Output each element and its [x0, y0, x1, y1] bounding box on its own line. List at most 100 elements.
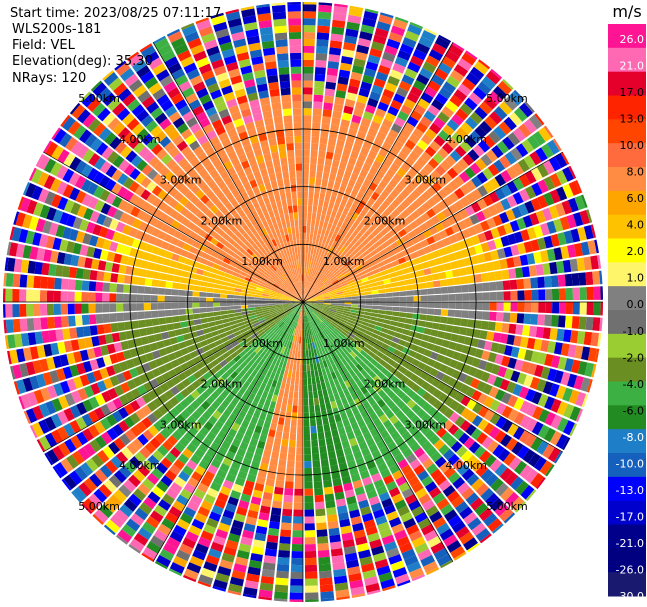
velocity-gate: [306, 274, 309, 282]
velocity-gate: [308, 305, 315, 311]
velocity-gate: [252, 322, 260, 328]
velocity-gate: [4, 335, 9, 349]
velocity-gate: [158, 364, 168, 375]
velocity-gate: [296, 433, 303, 441]
velocity-gate: [289, 285, 295, 292]
velocity-gate: [542, 263, 551, 275]
velocity-gate: [105, 178, 117, 192]
velocity-gate: [376, 195, 386, 205]
velocity-gate: [53, 128, 67, 144]
velocity-gate: [416, 397, 427, 408]
velocity-gate: [19, 363, 29, 378]
velocity-gate: [275, 299, 283, 301]
velocity-gate: [330, 33, 344, 42]
velocity-gate: [196, 178, 207, 189]
velocity-gate: [138, 268, 148, 278]
velocity-gate: [381, 240, 390, 249]
velocity-gate: [362, 111, 374, 121]
velocity-gate: [359, 184, 368, 194]
velocity-gate: [436, 176, 448, 188]
velocity-gate: [220, 224, 230, 233]
velocity-gate: [361, 238, 370, 246]
velocity-gate: [164, 250, 174, 260]
velocity-gate: [331, 348, 337, 356]
velocity-gate: [169, 260, 178, 268]
velocity-gate: [43, 174, 56, 190]
velocity-gate: [62, 265, 71, 278]
velocity-gate: [226, 294, 235, 299]
velocity-gate: [157, 310, 166, 318]
velocity-gate: [254, 447, 264, 456]
velocity-gate: [262, 307, 270, 311]
velocity-gate: [233, 295, 241, 299]
velocity-gate: [116, 107, 131, 121]
velocity-gate: [381, 209, 391, 219]
velocity-gate: [378, 236, 387, 245]
velocity-gate: [43, 140, 53, 154]
velocity-gate: [206, 487, 219, 499]
velocity-gate: [247, 407, 256, 416]
velocity-gate: [533, 338, 543, 351]
velocity-gate: [555, 186, 568, 201]
velocity-gate: [271, 246, 278, 255]
velocity-gate: [258, 280, 266, 286]
velocity-gate: [183, 482, 196, 494]
velocity-gate: [250, 265, 258, 272]
velocity-gate: [293, 283, 298, 290]
velocity-gate: [469, 213, 480, 225]
velocity-gate: [320, 591, 335, 600]
velocity-gate: [276, 570, 289, 579]
velocity-gate: [133, 532, 149, 546]
velocity-gate: [160, 99, 174, 112]
velocity-gate: [288, 311, 294, 318]
velocity-gate: [365, 104, 377, 115]
velocity-gate: [377, 64, 391, 76]
velocity-gate: [453, 89, 468, 102]
velocity-gate: [370, 316, 378, 322]
velocity-gate: [333, 568, 347, 578]
velocity-gate: [380, 58, 394, 69]
velocity-gate: [426, 186, 437, 197]
velocity-gate: [396, 536, 411, 547]
velocity-gate: [203, 493, 216, 505]
velocity-gate: [117, 529, 133, 543]
velocity-gate: [308, 268, 312, 276]
velocity-gate: [494, 173, 506, 187]
velocity-gate: [432, 249, 441, 259]
velocity-gate: [476, 432, 488, 445]
velocity-gate: [349, 579, 364, 589]
velocity-gate: [565, 302, 573, 315]
velocity-gate: [296, 447, 303, 455]
velocity-gate: [27, 391, 39, 407]
velocity-gate: [170, 482, 183, 494]
velocity-gate: [491, 145, 504, 159]
velocity-gate: [183, 353, 192, 362]
velocity-gate: [448, 423, 460, 436]
velocity-gate: [332, 110, 342, 119]
velocity-gate: [303, 170, 309, 178]
velocity-gate: [308, 314, 313, 321]
velocity-gate: [208, 342, 217, 350]
velocity-gate: [426, 342, 435, 351]
velocity-gate: [260, 575, 275, 585]
velocity-gate: [303, 384, 308, 392]
velocity-gate: [227, 590, 242, 596]
velocity-gate: [269, 457, 279, 467]
velocity-gate: [186, 359, 196, 368]
velocity-gate: [63, 253, 73, 266]
velocity-gate: [351, 296, 359, 300]
velocity-gate: [359, 339, 367, 347]
velocity-gate: [401, 384, 411, 394]
velocity-gate: [261, 253, 268, 261]
velocity-gate: [175, 213, 185, 223]
velocity-gate: [340, 119, 351, 128]
velocity-gate: [25, 182, 37, 198]
velocity-gate: [347, 157, 357, 166]
velocity-gate: [233, 212, 242, 222]
velocity-gate: [246, 229, 254, 238]
velocity-gate: [169, 396, 180, 407]
velocity-gate: [392, 302, 400, 307]
velocity-gate: [470, 337, 480, 348]
velocity-gate: [359, 394, 368, 404]
velocity-gate: [201, 275, 210, 282]
